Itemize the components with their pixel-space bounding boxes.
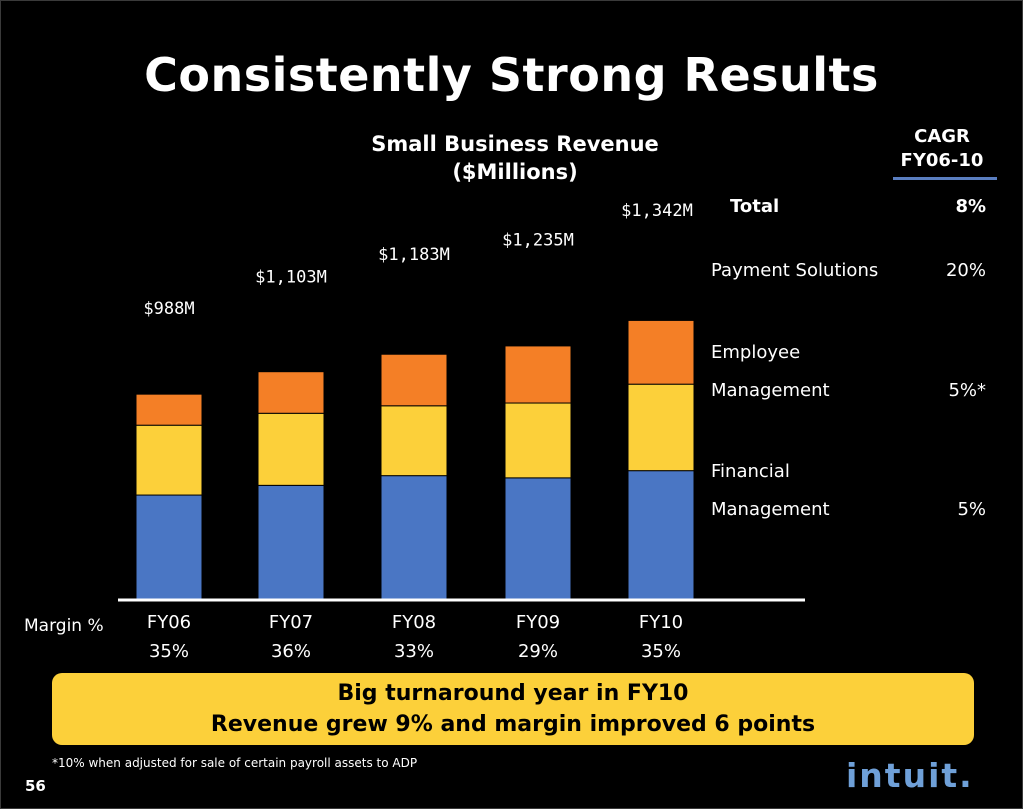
bar-fy06-payment-solutions — [135, 393, 203, 426]
legend-employee-label-line1: Employee — [711, 342, 801, 363]
legend-payment-label: Payment Solutions — [711, 260, 879, 281]
bar-fy06-employee-management — [135, 424, 203, 496]
cagr-header-line1: CAGR — [914, 126, 970, 147]
cagr-financial-value: 5% — [957, 499, 986, 520]
legend-financial-label-line1: Financial — [711, 461, 790, 482]
highlight-banner: Big turnaround year in FY10 Revenue grew… — [52, 673, 974, 745]
bar-fy08-payment-solutions — [380, 353, 448, 407]
margin-value-fy07: 36% — [271, 641, 311, 662]
banner-line2: Revenue grew 9% and margin improved 6 po… — [210, 712, 816, 737]
margin-value-fy09: 29% — [518, 641, 558, 662]
bar-fy07-payment-solutions — [257, 371, 325, 414]
bar-fy09-employee-management — [504, 402, 572, 479]
footnote: *10% when adjusted for sale of certain p… — [52, 756, 418, 770]
margin-row-label: Margin % — [24, 616, 104, 636]
legend-employee-label-line2: Management — [711, 380, 830, 401]
bar-fy06-financial-management — [135, 494, 203, 600]
cagr-payment-value: 20% — [945, 260, 986, 281]
margin-value-fy10: 35% — [641, 641, 681, 662]
total-label-fy10: $1,342M — [621, 201, 693, 221]
cagr-total-value: 8% — [955, 196, 986, 217]
page-number: 56 — [25, 777, 46, 795]
bar-fy10-financial-management — [627, 470, 695, 600]
bar-fy07-financial-management — [257, 484, 325, 600]
bar-fy08-employee-management — [380, 405, 448, 477]
chart-title-line2: ($Millions) — [452, 160, 578, 184]
margin-value-fy06: 35% — [149, 641, 189, 662]
intuit-logo: intuit. — [846, 756, 974, 795]
x-tick-fy08: FY08 — [392, 612, 436, 633]
bar-fy10-employee-management — [627, 383, 695, 472]
cagr-header: CAGR FY06-10 — [880, 125, 1004, 173]
x-tick-fy09: FY09 — [516, 612, 560, 633]
total-label-fy06: $988M — [143, 299, 194, 319]
total-label-fy08: $1,183M — [378, 245, 450, 265]
x-tick-fy10: FY10 — [639, 612, 683, 633]
x-tick-fy06: FY06 — [147, 612, 191, 633]
bar-fy09-financial-management — [504, 477, 572, 600]
slide-title: Consistently Strong Results — [144, 48, 879, 102]
cagr-employee-value: 5%* — [948, 380, 986, 401]
bar-fy10-payment-solutions — [627, 319, 695, 385]
x-tick-fy07: FY07 — [269, 612, 313, 633]
chart-title-line1: Small Business Revenue — [371, 132, 659, 156]
legend-financial-label-line2: Management — [711, 499, 830, 520]
total-label-fy07: $1,103M — [255, 267, 327, 287]
legend-total-label: Total — [730, 196, 780, 217]
banner-line1: Big turnaround year in FY10 — [337, 681, 689, 706]
cagr-header-line2: FY06-10 — [900, 150, 984, 171]
cagr-underline — [893, 177, 997, 180]
margin-value-fy08: 33% — [394, 641, 434, 662]
total-label-fy09: $1,235M — [502, 231, 574, 251]
chart-title: Small Business Revenue ($Millions) — [300, 130, 730, 186]
bar-fy09-payment-solutions — [504, 345, 572, 404]
bar-fy07-employee-management — [257, 412, 325, 486]
bar-fy08-financial-management — [380, 475, 448, 600]
